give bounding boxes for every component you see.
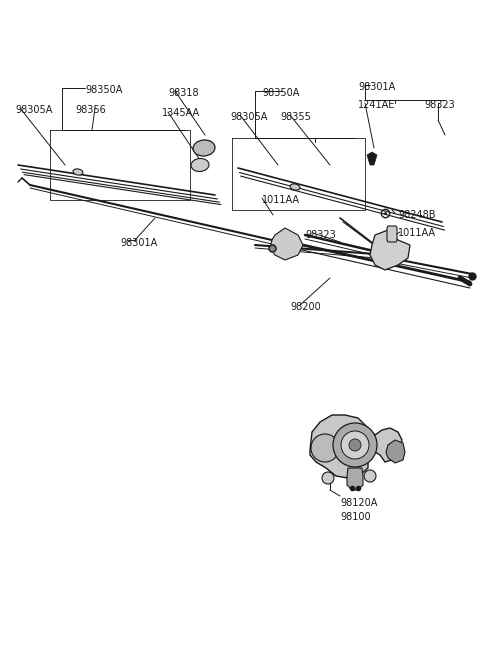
- Circle shape: [333, 423, 377, 467]
- Text: 98323: 98323: [305, 230, 336, 240]
- Ellipse shape: [191, 158, 209, 171]
- Circle shape: [349, 439, 361, 451]
- Polygon shape: [386, 440, 405, 463]
- Text: 98200: 98200: [290, 302, 321, 312]
- Text: 98248B: 98248B: [398, 210, 435, 220]
- Ellipse shape: [193, 140, 215, 156]
- Text: 1011AA: 1011AA: [398, 228, 436, 238]
- Text: 98305A: 98305A: [230, 112, 267, 122]
- Text: 1011AA: 1011AA: [262, 195, 300, 205]
- Text: 1345AA: 1345AA: [162, 108, 200, 118]
- Polygon shape: [370, 230, 410, 270]
- Text: 98350A: 98350A: [85, 85, 122, 95]
- Text: 98356: 98356: [75, 105, 106, 115]
- Text: 1241AE: 1241AE: [358, 100, 396, 110]
- Polygon shape: [270, 228, 303, 260]
- Text: 98305A: 98305A: [15, 105, 52, 115]
- Circle shape: [311, 434, 339, 462]
- Polygon shape: [387, 226, 397, 242]
- Text: 98100: 98100: [340, 512, 371, 522]
- Text: 98301A: 98301A: [120, 238, 157, 248]
- Ellipse shape: [290, 184, 300, 190]
- Circle shape: [341, 431, 369, 459]
- Polygon shape: [367, 152, 377, 165]
- Text: 98318: 98318: [168, 88, 199, 98]
- Text: 98301A: 98301A: [358, 82, 395, 92]
- Polygon shape: [347, 468, 363, 490]
- Text: 98323: 98323: [424, 100, 455, 110]
- Circle shape: [364, 470, 376, 482]
- Circle shape: [322, 472, 334, 484]
- Text: 98355: 98355: [280, 112, 311, 122]
- Text: 98350A: 98350A: [262, 88, 300, 98]
- Polygon shape: [310, 415, 402, 478]
- Text: 98120A: 98120A: [340, 498, 377, 508]
- Ellipse shape: [73, 169, 83, 175]
